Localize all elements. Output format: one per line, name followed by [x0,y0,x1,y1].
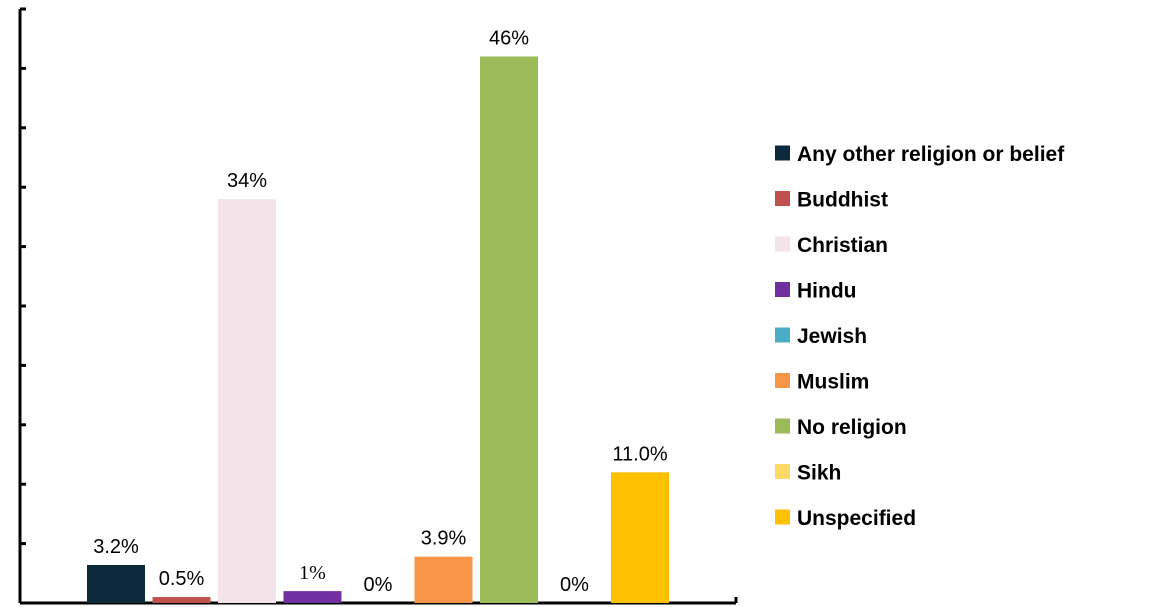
data-label: 1% [299,562,326,584]
data-label: 0.5% [159,568,205,590]
legend-swatch [775,373,790,388]
legend-label: Buddhist [797,189,888,212]
legend-swatch [775,418,790,434]
data-label: 3.2% [93,536,139,558]
bar-no-religion [480,56,538,603]
plot-area: 3.2% 0.5% 34% 1% 0% 3.9% 46% 0% 11.0% [18,7,738,605]
legend-swatch [775,464,790,479]
legend-swatch [775,236,790,252]
legend-label: No religion [797,416,907,439]
data-label: 46% [489,28,529,50]
data-label: 0% [560,574,589,596]
bar-muslim [414,556,473,603]
legend-label: Jewish [797,325,867,348]
bar-buddhist [152,597,211,603]
legend-label: Sikh [797,462,841,485]
legend-swatch [775,145,790,161]
bar-christian [218,199,276,603]
legend-swatch [775,509,790,525]
legend-label: Unspecified [797,507,916,530]
bar-unspecified [611,472,669,603]
legend-label: Any other religion or belief [797,143,1065,166]
data-label: 11.0% [612,443,667,465]
legend: Any other religion or belief Buddhist Chri… [775,143,1065,530]
legend-label: Muslim [797,371,869,394]
data-label: 3.9% [421,528,467,550]
legend-label: Hindu [797,280,856,303]
legend-swatch [775,282,790,297]
data-label: 0% [364,574,393,596]
data-label: 34% [227,170,267,192]
legend-swatch [775,191,790,206]
legend-swatch [775,327,790,343]
legend-label: Christian [797,234,888,257]
bar-any-other-religion-or-belief [87,564,145,603]
bar-hindu [283,591,342,603]
